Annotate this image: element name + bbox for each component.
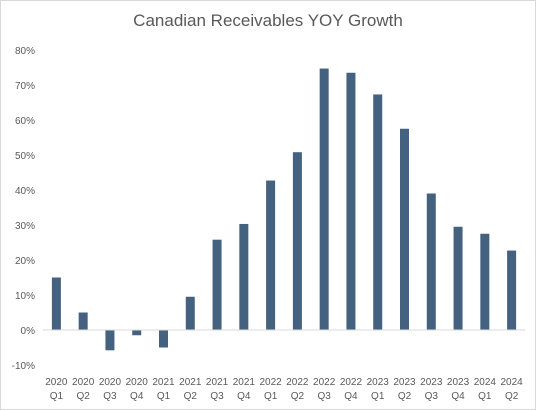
bar xyxy=(212,239,222,330)
bar xyxy=(346,72,356,330)
x-tick-label-year: 2022 xyxy=(340,377,363,388)
bar xyxy=(159,330,168,348)
bar xyxy=(185,296,195,330)
x-tick-label-year: 2022 xyxy=(313,377,336,388)
x-tick-label-year: 2024 xyxy=(474,377,497,388)
x-tick-label-quarter: Q4 xyxy=(451,391,465,402)
x-tick-label-quarter: Q3 xyxy=(425,391,439,402)
x-tick-label-year: 2021 xyxy=(179,377,202,388)
bar xyxy=(319,68,329,331)
y-tick-label: 20% xyxy=(15,256,35,267)
x-tick-label-quarter: Q1 xyxy=(157,391,171,402)
x-tick-label-quarter: Q4 xyxy=(344,391,358,402)
x-tick-label-quarter: Q3 xyxy=(103,391,117,402)
x-tick-label-year: 2021 xyxy=(233,377,256,388)
chart-title: Canadian Receivables YOY Growth xyxy=(133,11,403,30)
x-tick-label-quarter: Q2 xyxy=(76,391,90,402)
x-tick-label-quarter: Q2 xyxy=(184,391,198,402)
x-tick-label-year: 2020 xyxy=(45,377,68,388)
x-tick-label-year: 2022 xyxy=(286,377,309,388)
x-tick-label-year: 2021 xyxy=(206,377,229,388)
bar xyxy=(292,152,302,330)
x-tick-label-year: 2020 xyxy=(126,377,149,388)
x-tick-label-quarter: Q1 xyxy=(371,391,385,402)
x-tick-label-year: 2024 xyxy=(500,377,523,388)
x-tick-label-year: 2023 xyxy=(420,377,443,388)
x-tick-label-year: 2022 xyxy=(259,377,282,388)
y-tick-label: 0% xyxy=(21,326,36,337)
bar xyxy=(507,250,517,330)
y-tick-label: 30% xyxy=(15,221,35,232)
y-tick-label: 60% xyxy=(15,116,35,127)
x-tick-label-year: 2021 xyxy=(152,377,175,388)
y-tick-label: 70% xyxy=(15,81,35,92)
bar xyxy=(373,94,383,330)
y-tick-label: 80% xyxy=(15,46,35,57)
bar xyxy=(480,233,490,330)
y-tick-label: 10% xyxy=(15,291,35,302)
bar xyxy=(239,223,249,330)
bar xyxy=(266,180,276,330)
x-tick-label-quarter: Q2 xyxy=(505,391,519,402)
x-tick-label-year: 2020 xyxy=(99,377,122,388)
x-tick-label-quarter: Q3 xyxy=(210,391,224,402)
bar xyxy=(78,312,88,330)
y-tick-label: 50% xyxy=(15,151,35,162)
x-tick-label-year: 2023 xyxy=(393,377,416,388)
bar xyxy=(51,277,61,330)
x-tick-label-quarter: Q1 xyxy=(264,391,278,402)
y-tick-label: -10% xyxy=(12,361,35,372)
y-tick-label: 40% xyxy=(15,186,35,197)
x-tick-label-quarter: Q4 xyxy=(237,391,251,402)
bar xyxy=(105,330,115,351)
x-tick-label-quarter: Q1 xyxy=(478,391,492,402)
x-tick-label-year: 2023 xyxy=(367,377,390,388)
x-tick-label-quarter: Q2 xyxy=(398,391,412,402)
x-tick-label-year: 2023 xyxy=(447,377,470,388)
x-tick-label-quarter: Q3 xyxy=(317,391,331,402)
bar xyxy=(400,128,409,330)
x-tick-label-year: 2020 xyxy=(72,377,95,388)
x-tick-label-quarter: Q2 xyxy=(291,391,305,402)
x-tick-label-quarter: Q4 xyxy=(130,391,144,402)
bar xyxy=(132,330,142,336)
bar xyxy=(453,226,463,330)
bar xyxy=(426,193,436,330)
x-tick-label-quarter: Q1 xyxy=(50,391,64,402)
